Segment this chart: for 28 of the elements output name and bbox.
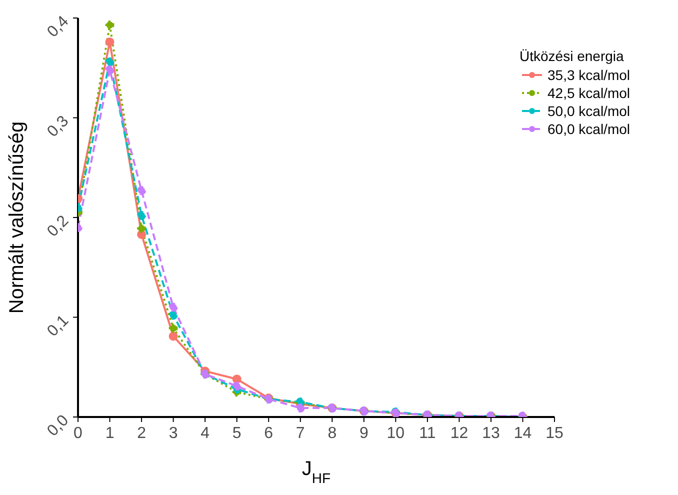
y-tick-label: 0,1 [44, 312, 72, 340]
legend-label: 60,0 kcal/mol [548, 121, 630, 137]
y-tick-label: 0,2 [44, 212, 72, 240]
y-axis-title: Normált valószínűség [6, 121, 28, 314]
legend-label: 50,0 kcal/mol [548, 103, 630, 119]
x-tick-label: 4 [200, 425, 210, 442]
y-tick-label: 0,0 [44, 412, 72, 440]
x-tick-label: 3 [168, 425, 178, 442]
x-tick-label: 11 [419, 425, 436, 442]
x-tick-label: 14 [514, 425, 532, 442]
x-tick-label: 0 [74, 425, 83, 442]
x-axis-title: J$_{HF}$ [302, 458, 331, 486]
y-tick-label: 0,3 [44, 112, 72, 141]
x-tick-label: 5 [232, 425, 242, 442]
x-tick-label: 9 [359, 425, 368, 442]
x-tick-label: 7 [296, 425, 305, 442]
x-tick-label: 13 [482, 425, 500, 442]
y-tick-label: 0,4 [44, 12, 72, 41]
x-tick-label: 6 [264, 425, 274, 442]
x-tick-label: 1 [105, 425, 114, 442]
x-tick-label: 10 [386, 425, 405, 442]
x-tick-label: 15 [546, 425, 564, 442]
legend-label: 35,3 kcal/mol [548, 67, 630, 83]
legend-title: Ütközési energia [520, 48, 625, 64]
x-tick-label: 8 [328, 425, 337, 442]
legend-label: 42,5 kcal/mol [548, 85, 630, 101]
x-tick-label: 2 [137, 425, 146, 442]
x-tick-label: 12 [450, 425, 468, 442]
